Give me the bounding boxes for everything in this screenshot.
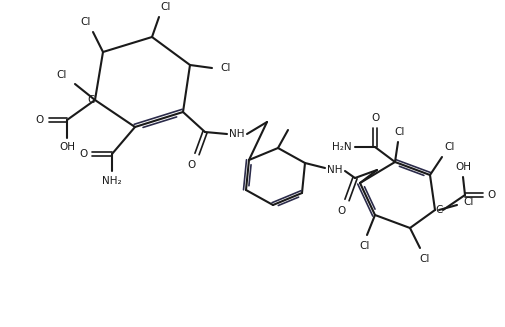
Text: O: O	[371, 113, 379, 123]
Text: OH: OH	[59, 142, 75, 152]
Text: Cl: Cl	[464, 197, 474, 207]
Text: O: O	[79, 149, 87, 159]
Text: C: C	[435, 205, 443, 215]
Text: NH: NH	[229, 129, 245, 139]
Text: C: C	[87, 95, 95, 105]
Text: NH: NH	[327, 165, 343, 175]
Text: O: O	[36, 115, 44, 125]
Text: Cl: Cl	[420, 254, 430, 264]
Text: Cl: Cl	[161, 2, 171, 12]
Text: NH₂: NH₂	[102, 176, 122, 186]
Text: H₂N: H₂N	[332, 142, 352, 152]
Text: Cl: Cl	[445, 142, 455, 152]
Text: O: O	[338, 206, 346, 216]
Text: Cl: Cl	[360, 241, 370, 251]
Text: O: O	[488, 190, 496, 200]
Text: Cl: Cl	[395, 127, 405, 137]
Text: Cl: Cl	[81, 17, 91, 27]
Text: Cl: Cl	[57, 70, 67, 80]
Text: OH: OH	[455, 162, 471, 172]
Text: O: O	[188, 160, 196, 170]
Text: Cl: Cl	[221, 63, 231, 73]
